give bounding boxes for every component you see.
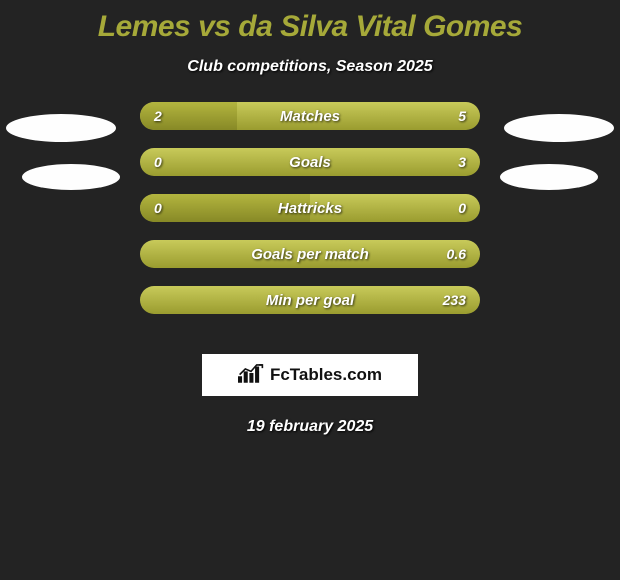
page-subtitle: Club competitions, Season 2025	[0, 58, 620, 76]
stat-right-value: 3	[458, 148, 466, 176]
stat-left-value: 0	[154, 148, 162, 176]
brand-badge: FcTables.com	[202, 354, 418, 396]
stat-label: Goals	[140, 148, 480, 176]
chart-icon	[238, 362, 264, 389]
stat-row-fill	[140, 194, 310, 222]
stat-row: Goals per match0.6	[140, 240, 480, 268]
page-title: Lemes vs da Silva Vital Gomes	[0, 0, 620, 44]
player-left-oval-2	[22, 164, 120, 190]
stat-right-value: 233	[443, 286, 466, 314]
stat-row: Min per goal233	[140, 286, 480, 314]
stat-row: 0Goals3	[140, 148, 480, 176]
stat-row: 2Matches5	[140, 102, 480, 130]
stat-rows: 2Matches50Goals30Hattricks0Goals per mat…	[140, 102, 480, 332]
stat-right-value: 0	[458, 194, 466, 222]
stat-label: Goals per match	[140, 240, 480, 268]
brand-text: FcTables.com	[270, 365, 382, 385]
comparison-arena: 2Matches50Goals30Hattricks0Goals per mat…	[0, 116, 620, 346]
player-left-oval-1	[6, 114, 116, 142]
player-right-oval-1	[504, 114, 614, 142]
date-text: 19 february 2025	[0, 418, 620, 436]
player-right-oval-2	[500, 164, 598, 190]
stat-right-value: 0.6	[447, 240, 466, 268]
stat-row: 0Hattricks0	[140, 194, 480, 222]
stat-label: Min per goal	[140, 286, 480, 314]
stat-right-value: 5	[458, 102, 466, 130]
stat-row-fill	[140, 102, 237, 130]
